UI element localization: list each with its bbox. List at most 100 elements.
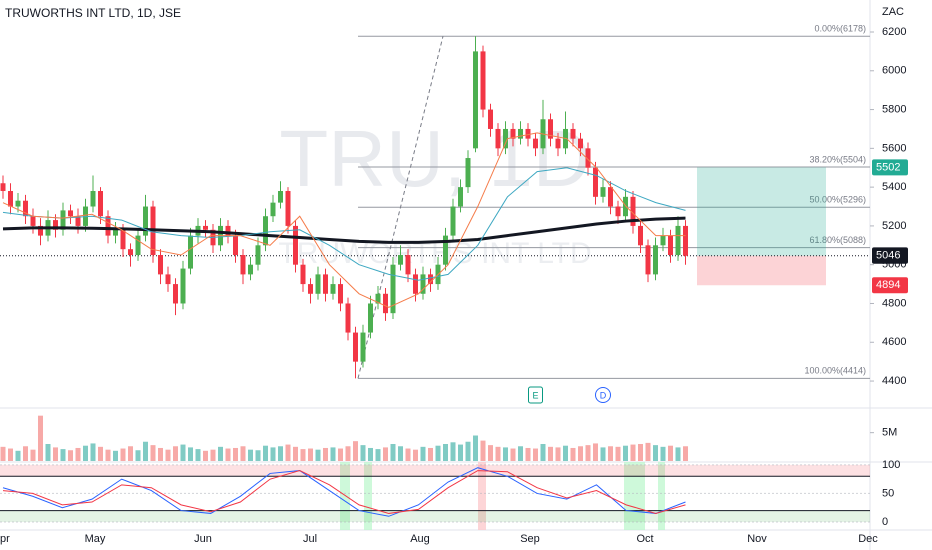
- volume-bar: [443, 444, 448, 461]
- volume-bar: [338, 448, 343, 461]
- volume-bar: [105, 449, 111, 461]
- candle-body: [188, 235, 193, 269]
- candle-body: [368, 303, 373, 333]
- candle-body: [330, 284, 336, 294]
- stoch-highlight: [658, 462, 665, 530]
- volume-bar: [683, 446, 688, 461]
- volume-bar: [398, 446, 403, 461]
- candle-body: [23, 200, 28, 217]
- candle-body: [510, 128, 516, 139]
- oversold-zone: [0, 510, 870, 522]
- volume-bar: [263, 445, 268, 461]
- volume-bar: [450, 442, 456, 461]
- volume-bar: [548, 446, 553, 461]
- candle-body: [165, 274, 171, 285]
- candle-body: [683, 225, 688, 256]
- x-tick-label: Aug: [410, 533, 430, 545]
- volume-bar: [375, 449, 381, 461]
- candle-body: [675, 225, 681, 255]
- candle-body: [533, 138, 538, 149]
- volume-bar: [128, 446, 133, 461]
- target-zone: [697, 167, 826, 256]
- y-tick-label: 4800: [882, 297, 906, 309]
- volume-bar: [98, 446, 103, 461]
- volume-bar: [293, 446, 298, 461]
- volume-bar: [233, 447, 238, 461]
- candle-body: [173, 284, 178, 304]
- fib-label: 38.20%(5504): [809, 154, 866, 164]
- price-badge: [872, 277, 908, 294]
- volume-bar: [158, 447, 163, 461]
- candle-body: [608, 187, 613, 207]
- candle-body: [623, 196, 628, 217]
- candle-body: [585, 148, 591, 168]
- candle-body: [353, 332, 358, 362]
- event-label: D: [600, 390, 607, 400]
- candle-body: [630, 196, 636, 226]
- watermark: TRU, 1D: [279, 114, 590, 203]
- candle-body: [300, 264, 306, 285]
- volume-bar: [270, 447, 276, 461]
- volume-bar: [413, 449, 418, 461]
- volume-bar: [218, 446, 223, 461]
- candle-body: [233, 235, 238, 255]
- stoch-highlight: [340, 462, 350, 530]
- volume-bar: [600, 447, 606, 461]
- volume-bar: [360, 445, 366, 461]
- volume-bar: [473, 435, 478, 461]
- stoch-highlight: [624, 462, 645, 530]
- volume-bar: [165, 449, 171, 461]
- volume-bar: [368, 447, 373, 461]
- candle-body: [398, 255, 403, 265]
- volume-bar: [675, 447, 681, 461]
- volume-bar: [60, 449, 66, 461]
- candle-body: [278, 191, 283, 203]
- y-tick-label: 5400: [882, 181, 906, 193]
- y-tick-label: 6000: [882, 65, 906, 77]
- price-badge: [872, 159, 908, 176]
- volume-bar: [383, 447, 388, 461]
- volume-bar: [323, 447, 328, 461]
- volume-bar: [0, 446, 6, 461]
- volume-bar: [465, 441, 471, 461]
- candle-body: [645, 245, 651, 275]
- y-tick-label: 4600: [882, 336, 906, 348]
- y-tick-label: 5M: [882, 427, 897, 439]
- volume-bar: [15, 450, 21, 461]
- ma-line: [2, 216, 686, 244]
- volume-bar: [83, 445, 88, 461]
- candle-body: [668, 235, 673, 255]
- ma-line: [2, 132, 686, 308]
- event-marker: [595, 387, 611, 403]
- volume-bar: [255, 450, 261, 461]
- candle-body: [0, 183, 6, 192]
- chart-title: TRUWORTHS INT LTD, 1D, JSE: [5, 6, 181, 20]
- candle-body: [473, 51, 478, 149]
- candle-body: [488, 109, 493, 129]
- volume-bar: [188, 447, 193, 461]
- overbought-zone: [0, 464, 870, 477]
- volume-bar: [435, 445, 441, 461]
- volume-bar: [195, 449, 201, 461]
- volume-bar: [23, 446, 28, 461]
- volume-bar: [30, 449, 36, 461]
- volume-bar: [53, 447, 58, 461]
- event-label: E: [532, 390, 538, 400]
- candle-body: [443, 235, 448, 265]
- candle-body: [420, 274, 426, 294]
- candle-body: [375, 293, 381, 304]
- volume-bar: [623, 445, 628, 461]
- candle-body: [15, 200, 21, 207]
- candle-body: [555, 138, 561, 149]
- volume-bar: [503, 447, 508, 461]
- candle-body: [653, 245, 658, 275]
- candle-body: [128, 249, 133, 255]
- x-tick-label: Jul: [303, 533, 317, 545]
- volume-bar: [593, 443, 598, 461]
- candle-body: [135, 235, 141, 255]
- x-tick-label: Oct: [636, 533, 653, 545]
- volume-bar: [75, 447, 81, 461]
- candle-body: [270, 202, 276, 217]
- volume-bar: [533, 448, 538, 461]
